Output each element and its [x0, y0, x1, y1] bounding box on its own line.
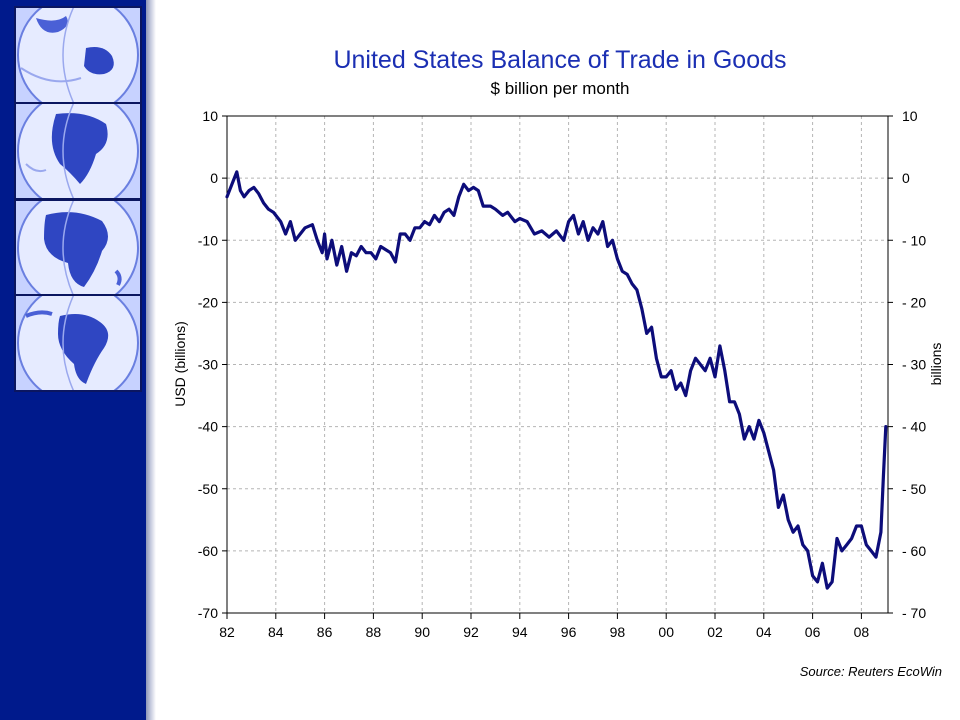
- globe-tile: [14, 6, 142, 104]
- y-tick-label-right: - 70: [902, 605, 926, 621]
- source-note: Source: Reuters EcoWin: [800, 664, 942, 679]
- y-tick-label-right: - 50: [902, 481, 926, 497]
- x-tick-label: 86: [317, 624, 333, 640]
- x-tick-label: 88: [366, 624, 382, 640]
- globe-tile: [14, 199, 142, 297]
- x-tick-label: 90: [414, 624, 430, 640]
- series-line-trade-balance: [225, 170, 888, 590]
- sidebar-edge: [146, 0, 156, 720]
- x-tick-label: 92: [463, 624, 479, 640]
- y-axis-label-right: billions: [928, 343, 944, 386]
- y-tick-label-right: - 30: [902, 357, 926, 373]
- series-group: [225, 170, 888, 590]
- x-tick-label: 06: [805, 624, 821, 640]
- x-tick-label: 94: [512, 624, 528, 640]
- x-tick-label: 82: [219, 624, 235, 640]
- globe-north-america-icon: [16, 104, 140, 198]
- x-tick-label: 02: [707, 624, 723, 640]
- x-tick-label: 08: [854, 624, 870, 640]
- x-tick-label: 04: [756, 624, 772, 640]
- y-tick-label: 10: [202, 108, 218, 124]
- globe-asia-australia-icon: [16, 8, 140, 102]
- y-tick-label: -20: [198, 294, 218, 310]
- globe-south-america-icon: [16, 296, 140, 390]
- y-tick-label-right: - 40: [902, 419, 926, 435]
- sidebar: [0, 0, 146, 720]
- y-tick-label: -70: [198, 605, 218, 621]
- globe-tile: [14, 294, 142, 392]
- x-tick-label: 96: [561, 624, 577, 640]
- chart-subtitle: $ billion per month: [491, 79, 630, 98]
- x-tick-label: 00: [658, 624, 674, 640]
- y-tick-label-right: - 10: [902, 232, 926, 248]
- y-tick-label: -10: [198, 232, 218, 248]
- y-tick-label-right: 10: [902, 108, 918, 124]
- y-tick-label: -30: [198, 357, 218, 373]
- y-axis-label: USD (billions): [172, 321, 188, 407]
- y-tick-label: 0: [210, 170, 218, 186]
- x-tick-label: 98: [610, 624, 626, 640]
- y-tick-label-right: 0: [902, 170, 910, 186]
- grid-lines: [226, 115, 888, 614]
- y-tick-label: -40: [198, 419, 218, 435]
- axes: 10 100 0-10- 10-20- 20-30- 30-40- 40-50- 5…: [198, 108, 927, 640]
- y-tick-label: -60: [198, 543, 218, 559]
- globe-africa-icon: [16, 201, 140, 295]
- x-tick-label: 84: [268, 624, 284, 640]
- y-tick-label-right: - 20: [902, 294, 926, 310]
- y-tick-label-right: - 60: [902, 543, 926, 559]
- globe-tile: [14, 102, 142, 200]
- chart-title: United States Balance of Trade in Goods: [333, 46, 786, 74]
- y-tick-label: -50: [198, 481, 218, 497]
